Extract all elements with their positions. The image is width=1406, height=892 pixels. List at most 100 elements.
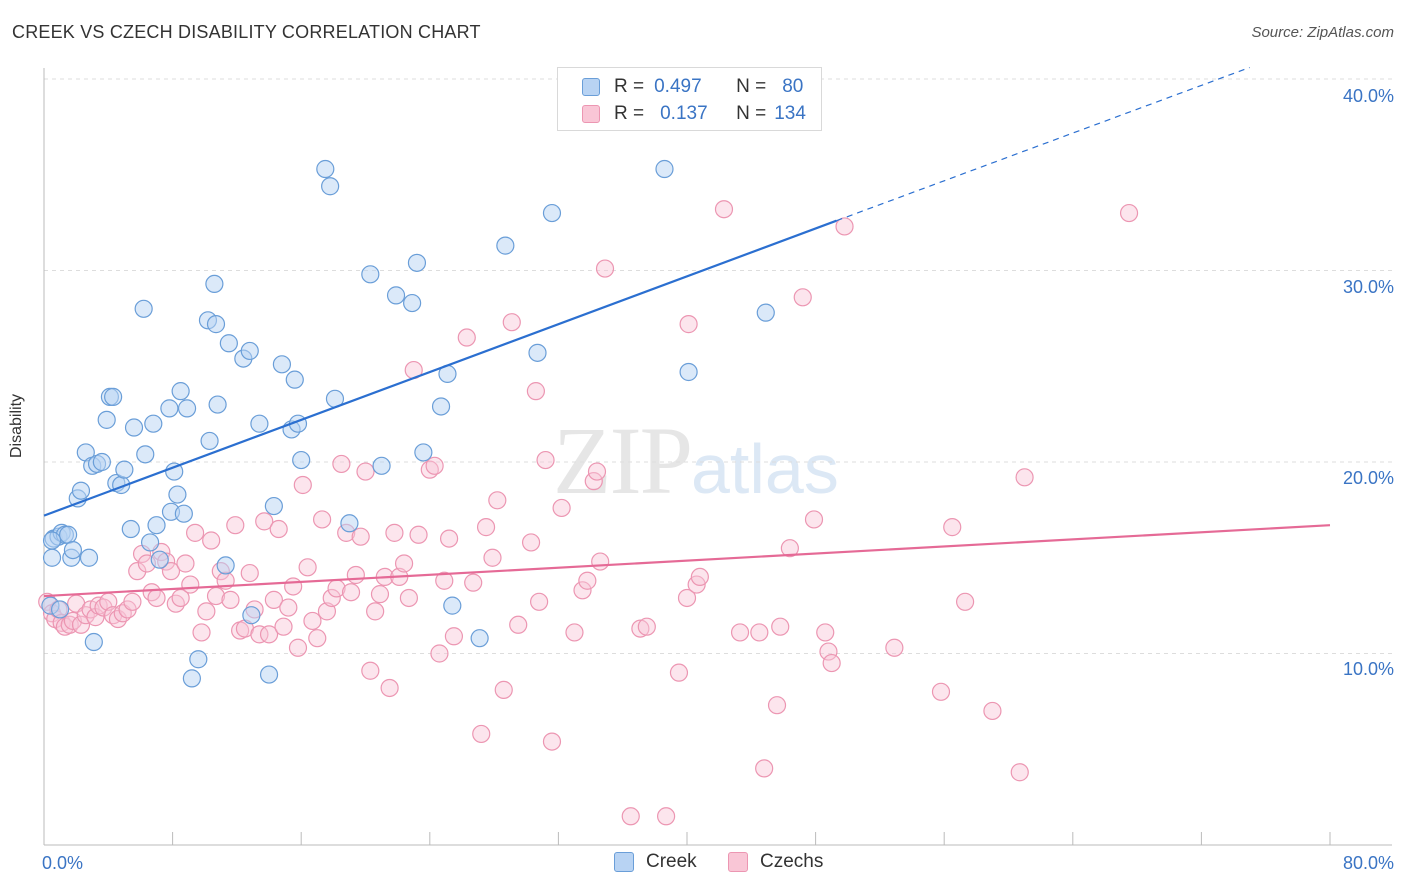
czechs-point — [595, 259, 615, 278]
creek-point — [140, 533, 160, 552]
correlation-legend: R = 0.497 N = 80 R = 0.137 N = 134 — [557, 67, 822, 131]
creek-point — [63, 540, 83, 560]
czechs-point — [983, 701, 1002, 721]
creek-point — [361, 265, 380, 284]
creek-point — [431, 397, 451, 416]
creek-point — [340, 514, 359, 533]
creek-swatch — [614, 852, 634, 872]
watermark: ZIPatlas — [553, 405, 839, 516]
czechs-point — [161, 562, 181, 581]
czechs-point — [186, 523, 205, 542]
creek-point — [174, 504, 193, 523]
czechs-point — [366, 602, 385, 621]
r-label: R = — [614, 103, 645, 124]
creek-point — [121, 519, 140, 539]
czechs-point — [955, 592, 975, 611]
czechs-point — [444, 627, 464, 646]
x-tick-label: 0.0% — [42, 853, 84, 873]
creek-point — [79, 548, 99, 567]
czechs-point — [677, 588, 697, 608]
creek-point — [171, 382, 190, 401]
czechs-point — [755, 759, 774, 778]
czechs-point — [771, 617, 790, 636]
czechs-point — [425, 456, 444, 475]
czechs-point — [679, 315, 698, 334]
czechs-point — [298, 558, 317, 577]
czechs-point — [552, 498, 571, 518]
r-label: R = — [614, 76, 645, 97]
czechs-point — [192, 623, 211, 642]
czechs-point — [767, 696, 787, 715]
creek-point — [168, 485, 187, 504]
czechs-point — [835, 217, 854, 236]
czechs-point — [226, 516, 245, 535]
creek-point — [321, 177, 340, 196]
czechs-point — [931, 682, 951, 701]
y-axis-label: Disability — [8, 393, 25, 458]
czechs-point — [750, 623, 769, 642]
czechs-point — [587, 462, 607, 481]
czechs-point — [394, 554, 414, 573]
czechs-point — [197, 602, 216, 621]
creek-point — [372, 456, 391, 475]
czechs-point — [351, 527, 370, 546]
r-value: 0.497 — [654, 76, 702, 97]
czechs-point — [279, 598, 298, 617]
creek-point — [285, 370, 304, 389]
czechs-point — [284, 577, 303, 596]
czechs-point — [573, 581, 592, 600]
creek-point — [655, 159, 674, 179]
y-tick-label: 20.0% — [1342, 468, 1394, 488]
czechs-point — [530, 592, 549, 611]
czechs-point — [621, 807, 640, 826]
czechs-point — [293, 475, 312, 495]
creek-point — [177, 399, 197, 418]
czechs-trend-line — [43, 524, 1331, 598]
czechs-point — [142, 583, 161, 602]
creek-point — [219, 334, 238, 353]
czechs-swatch — [728, 852, 748, 872]
czechs-point — [380, 678, 399, 698]
czechs-swatch — [582, 105, 600, 123]
creek-point — [386, 286, 406, 305]
r-value: 0.137 — [660, 103, 708, 124]
creek-point — [97, 410, 116, 429]
czechs-point — [1015, 468, 1034, 487]
czechs-point — [669, 663, 689, 682]
czechs-point — [312, 510, 332, 529]
czechs-point — [483, 548, 502, 567]
czechs-point — [240, 563, 259, 583]
czechs-point — [176, 554, 195, 573]
czechs-point — [885, 638, 904, 657]
creek-point — [147, 516, 166, 535]
y-tick-label: 10.0% — [1342, 659, 1394, 679]
czechs-point — [822, 653, 841, 673]
czechs-point — [690, 567, 709, 587]
czechs-point — [730, 623, 750, 642]
czechs-point — [804, 510, 824, 529]
czechs-point — [250, 625, 269, 644]
czechs-point — [476, 518, 496, 537]
czechs-point — [332, 454, 351, 474]
czechs-point — [71, 615, 91, 634]
czechs-point — [657, 807, 676, 826]
creek-point — [182, 669, 201, 688]
czechs-point — [780, 539, 799, 558]
chart-source: Source: ZipAtlas.com — [1251, 24, 1394, 41]
creek-point — [443, 596, 462, 615]
creek-point — [242, 606, 261, 625]
czechs-point — [259, 625, 279, 644]
creek-swatch — [582, 78, 600, 96]
czechs-point — [147, 588, 166, 608]
creek-point — [189, 650, 208, 669]
czechs-point — [819, 642, 838, 661]
creek-point — [208, 395, 227, 414]
czechs-point — [464, 573, 483, 592]
czechs-point — [370, 585, 390, 604]
creek-point — [679, 362, 698, 382]
czechs-point — [181, 575, 200, 594]
creek-point — [407, 253, 427, 272]
creek-point — [50, 600, 70, 619]
czechs-point — [361, 661, 380, 680]
creek-point — [42, 548, 62, 567]
